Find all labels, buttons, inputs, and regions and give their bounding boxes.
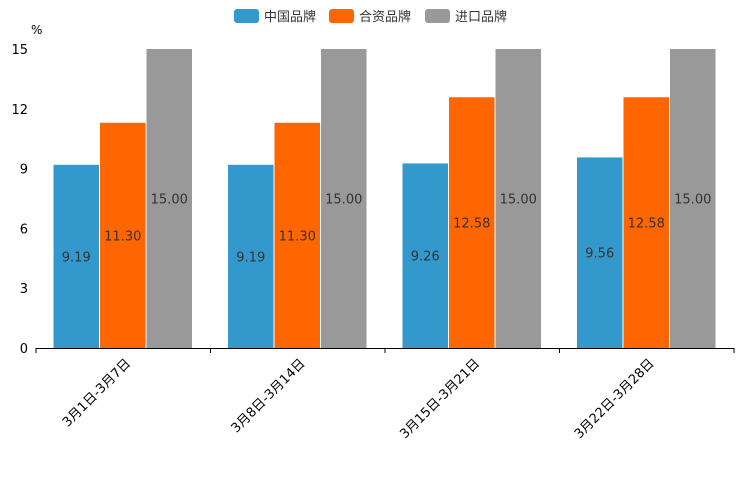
y-axis-unit: % — [31, 23, 42, 37]
data-label-0-2: 15.00 — [151, 193, 188, 208]
x-category-label: 3月8日-3月14日 — [229, 356, 309, 436]
y-tick-label: 15 — [11, 43, 28, 58]
data-label-1-2: 15.00 — [325, 193, 362, 208]
y-tick-label: 9 — [20, 163, 28, 178]
bar-2-2[interactable] — [495, 49, 542, 348]
bar-3-0[interactable] — [577, 157, 623, 348]
legend: 中国品牌 合资品牌 进口品牌 — [234, 9, 507, 25]
bar-3-1[interactable] — [623, 97, 670, 348]
y-tick-label: 6 — [20, 222, 28, 237]
y-tick-label: 3 — [20, 282, 28, 297]
x-category-label: 3月22日-3月28日 — [572, 356, 658, 442]
data-label-2-1: 12.58 — [453, 217, 490, 232]
bar-2-1[interactable] — [449, 97, 495, 348]
data-label-0-0: 9.19 — [62, 250, 91, 265]
legend-label-0[interactable]: 中国品牌 — [264, 9, 316, 25]
legend-swatch-0[interactable] — [234, 9, 259, 23]
data-label-3-1: 12.58 — [628, 217, 665, 232]
data-label-3-2: 15.00 — [674, 193, 711, 208]
legend-swatch-2[interactable] — [425, 9, 450, 23]
x-category-label: 3月15日-3月21日 — [397, 356, 483, 442]
bar-0-1[interactable] — [100, 122, 146, 349]
data-label-1-1: 11.30 — [279, 229, 316, 244]
legend-label-2[interactable]: 进口品牌 — [455, 9, 507, 25]
data-label-0-1: 11.30 — [104, 229, 141, 244]
legend-label-1[interactable]: 合资品牌 — [359, 9, 411, 25]
y-tick-label: 0 — [20, 342, 28, 357]
y-axis: 0 3 6 9 12 15 — [11, 43, 28, 357]
x-axis: 3月1日-3月7日 3月8日-3月14日 3月15日-3月21日 3月22日-3月28… — [35, 348, 735, 442]
data-label-2-0: 9.26 — [411, 250, 440, 265]
bar-2-0[interactable] — [402, 163, 449, 348]
bar-1-1[interactable] — [274, 122, 321, 349]
bar-1-0[interactable] — [228, 164, 274, 348]
bars: 9.19 11.30 15.00 9.19 11.30 15.00 9.26 12.58 15.… — [53, 49, 716, 349]
x-category-label: 3月1日-3月7日 — [60, 356, 134, 430]
bar-0-2[interactable] — [146, 49, 193, 348]
data-label-1-0: 9.19 — [236, 250, 265, 265]
data-label-3-0: 9.56 — [585, 247, 614, 262]
legend-swatch-1[interactable] — [329, 9, 354, 23]
data-label-2-2: 15.00 — [500, 193, 537, 208]
bar-0-0[interactable] — [53, 164, 100, 348]
y-tick-label: 12 — [11, 103, 28, 118]
bar-1-2[interactable] — [321, 49, 367, 348]
bar-3-2[interactable] — [670, 49, 716, 348]
